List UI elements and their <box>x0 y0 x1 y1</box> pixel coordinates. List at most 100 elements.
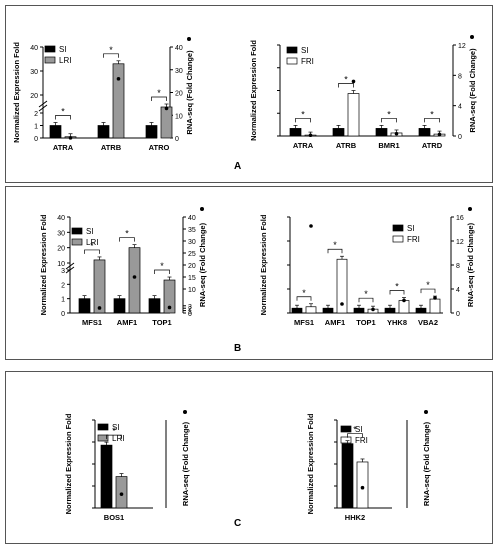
chart2-legend-swatch-1 <box>286 57 298 65</box>
chart3-y-tick-label: 30 <box>57 230 65 237</box>
chart5-legend-swatch-0 <box>97 423 109 431</box>
chart4-bar-fri-yhk8 <box>398 300 410 314</box>
chart2-sig-bracket <box>295 118 311 123</box>
chart4-y2-tick-label: 16 <box>456 215 464 222</box>
chart1-rnaseq-point-atro <box>164 106 169 111</box>
chart4-legend-label-1: FRI <box>407 235 420 244</box>
chart2-sig-bracket <box>338 83 354 88</box>
chart3-y2-tick-label: 15 <box>188 275 196 282</box>
chart2-bar-si-atra <box>289 128 302 137</box>
chart3-rnaseq-point-amf1 <box>132 275 137 279</box>
chart3-y2-tick-label: 40 <box>188 215 196 222</box>
chart4-sig-star: * <box>364 289 368 299</box>
chart4-bar-si-vba2 <box>415 307 427 314</box>
chart1-legend-swatch-0 <box>44 45 56 53</box>
chart3-x-tick-label: AMF1 <box>117 318 137 327</box>
panel-label-a: A <box>234 161 242 172</box>
chart3-sig-star: * <box>160 261 164 271</box>
chart1-y2-tick-label: 30 <box>175 68 183 75</box>
chart2-sig-star: * <box>387 109 391 119</box>
chart2-y2-tick-label: 0 <box>458 134 462 141</box>
chart1-bar-lri-atro <box>160 106 173 139</box>
chart5-y-label: Normalized Expression Fold <box>64 413 73 514</box>
chart1-sig-bracket <box>103 53 119 58</box>
chart3-legend-label-0: SI <box>86 227 94 236</box>
chart4-sig-bracket <box>389 290 405 295</box>
chart4-x-tick-label: YHK8 <box>387 318 407 327</box>
chart3-sig-star: * <box>90 241 94 251</box>
chart2-x-tick-label: BMR1 <box>378 141 399 150</box>
chart6-x-tick-label: HHK2 <box>345 513 365 522</box>
chart1-rnaseq-point-atra <box>68 136 73 140</box>
chart4-bar-fri-vba2 <box>429 298 441 314</box>
chart1-axis-break <box>38 100 48 112</box>
chart2-sig-star: * <box>344 75 348 85</box>
chart3-y2-label-dot <box>200 207 204 211</box>
chart2-x-tick-label: ATRB <box>336 141 357 150</box>
chart3-y-label: Normalized Expression Fold <box>39 214 48 315</box>
chart3-y-tick-label: 1 <box>61 297 65 304</box>
chart4-y-label: Normalized Expression Fold <box>259 214 268 315</box>
chart5-y2-label: RNA-seq (Fold Change) <box>181 421 190 506</box>
chart6-legend-swatch-1 <box>340 436 352 444</box>
chart2-sig-star: * <box>430 109 434 119</box>
chart5-bar-si-bos1 <box>100 444 113 509</box>
chart4-legend-swatch-1 <box>392 235 404 243</box>
chart1-y-tick-label: 40 <box>30 45 38 52</box>
chart1-sig-star: * <box>61 107 65 117</box>
chart1-y-tick-label: 1 <box>34 124 38 131</box>
chart2-legend-label-0: SI <box>301 46 309 55</box>
chart1-x-tick-label: ATRB <box>101 143 122 152</box>
chart3-bar-si-top1 <box>148 298 161 314</box>
chart2-rnaseq-point-atrd <box>437 132 442 137</box>
chart1-sig-bracket <box>151 96 167 101</box>
chart6-legend-label-0: SI <box>355 425 363 434</box>
chart4-rnaseq-point-top1 <box>371 307 375 312</box>
chart1-y2-tick-label: 0 <box>175 136 179 143</box>
chart3-x-tick-label: MFS1 <box>82 318 102 327</box>
chart1-bar-si-atro <box>145 125 158 139</box>
chart3-legend-swatch-0 <box>71 227 83 235</box>
chart4-y2-tick-label: 8 <box>456 263 460 270</box>
chart2-sig-star: * <box>301 109 305 119</box>
chart6-bar-fri-hhk2 <box>356 461 369 509</box>
chart4-sig-star: * <box>426 280 430 290</box>
chart1-bar-si-atra <box>49 125 62 139</box>
chart3-y2-tick-label: 30 <box>188 239 196 246</box>
chart3-y2-tick-label: 10 <box>188 287 196 294</box>
chart4-x-tick-label: VBA2 <box>418 318 438 327</box>
chart5-sig-star: * <box>112 426 116 436</box>
panel-label-c: C <box>234 518 242 529</box>
chart2-y2-tick-label: 8 <box>458 73 462 80</box>
chart3-y2-tick-label: 2 <box>188 306 192 313</box>
chart1-bar-si-atrb <box>97 125 110 139</box>
chart4-rnaseq-point-amf1 <box>340 302 344 306</box>
chart2-legend-swatch-0 <box>286 46 298 54</box>
chart3-y2-tick-label: 25 <box>188 251 196 258</box>
chart4-x-tick-label: TOP1 <box>356 318 375 327</box>
chart1-y2-tick-label: 10 <box>175 113 183 120</box>
chart4-sig-star: * <box>302 288 306 298</box>
chart5-legend-label-1: LRI <box>112 434 124 443</box>
chart3-legend-label-1: LRI <box>86 238 98 247</box>
chart4-y2-label: RNA-seq (Fold Change) <box>466 222 475 307</box>
chart6-sig-star: * <box>353 425 357 435</box>
chart2-y2-label: RNA-seq (Fold Change) <box>468 48 477 133</box>
chart2-bar-fri-atrb <box>347 93 360 137</box>
chart3-sig-star: * <box>125 229 129 239</box>
chart3-x-tick-label: TOP1 <box>152 318 171 327</box>
chart2-x-tick-label: ATRA <box>293 141 314 150</box>
chart6-legend-swatch-0 <box>340 425 352 433</box>
chart1-bar-lri-atrb <box>112 63 125 139</box>
chart3-axis-break <box>65 262 75 274</box>
chart2-bar-si-atrd <box>418 128 431 137</box>
chart2-rnaseq-point-atrb <box>351 79 356 84</box>
chart3-y2-tick-label: 1 <box>188 309 192 316</box>
chart4-bar-si-yhk8 <box>384 307 396 314</box>
chart5-sig-bracket <box>106 434 122 440</box>
chart3-y2-tick-label: 20 <box>188 263 196 270</box>
chart5-bar-lri-bos1 <box>115 476 128 509</box>
chart4-x-tick-label: AMF1 <box>325 318 345 327</box>
chart3-sig-bracket <box>154 269 170 275</box>
